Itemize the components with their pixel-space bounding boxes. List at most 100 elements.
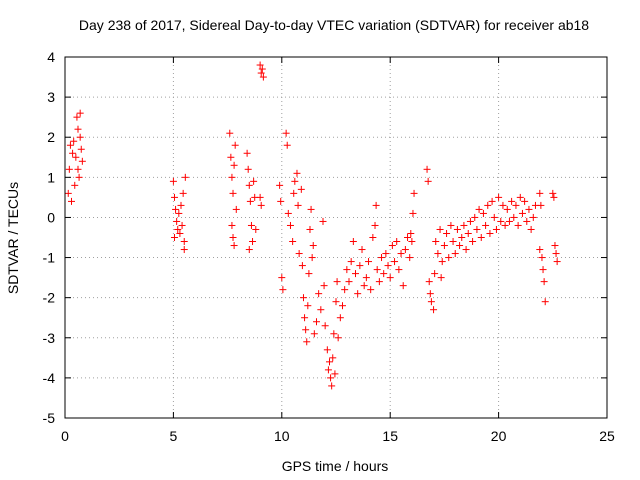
grid <box>65 57 607 418</box>
data-point <box>356 262 364 270</box>
data-point <box>307 205 315 213</box>
data-point <box>77 145 85 153</box>
data-point <box>541 298 549 306</box>
data-point <box>527 225 535 233</box>
data-point <box>246 197 254 205</box>
data-point <box>230 161 238 169</box>
data-point <box>536 189 544 197</box>
data-point <box>64 189 72 197</box>
data-point <box>278 274 286 282</box>
data-point <box>404 234 412 241</box>
data-point <box>279 286 287 294</box>
data-point <box>180 238 188 246</box>
data-point <box>303 338 311 346</box>
data-point <box>65 165 73 173</box>
data-point <box>304 302 312 310</box>
y-tick-label: 0 <box>47 209 55 225</box>
data-point <box>291 177 299 185</box>
data-point <box>325 358 333 366</box>
data-point <box>367 286 375 294</box>
data-point <box>229 234 237 241</box>
data-point <box>382 250 390 258</box>
data-point <box>282 129 290 137</box>
data-point <box>178 221 186 229</box>
data-point <box>177 201 185 209</box>
data-point <box>438 258 446 266</box>
data-point <box>312 318 320 326</box>
data-point <box>408 238 416 246</box>
data-point <box>247 221 255 229</box>
y-tick-label: -3 <box>43 330 56 346</box>
data-point <box>309 242 317 250</box>
data-point <box>386 274 394 282</box>
data-point <box>257 201 265 209</box>
data-point <box>302 326 310 334</box>
data-point <box>332 298 340 306</box>
data-point <box>550 193 558 201</box>
data-point <box>384 262 392 270</box>
data-point <box>469 238 477 246</box>
data-point <box>294 201 302 209</box>
x-tick-label: 25 <box>599 428 615 444</box>
data-point <box>401 246 409 254</box>
data-point <box>453 225 461 233</box>
data-point <box>249 238 257 246</box>
data-point <box>180 246 188 254</box>
data-point <box>431 270 439 278</box>
data-point <box>321 322 329 330</box>
data-point <box>290 189 298 197</box>
data-point <box>447 221 455 229</box>
y-tick-label: 2 <box>47 129 55 145</box>
data-point <box>284 209 292 217</box>
data-point <box>227 153 235 161</box>
data-point <box>365 258 373 266</box>
y-axis-label: SDTVAR / TECUs <box>5 182 21 294</box>
data-point <box>486 229 494 237</box>
data-point <box>471 213 479 221</box>
data-point <box>477 234 485 241</box>
data-point <box>297 185 305 193</box>
data-point <box>432 238 440 246</box>
y-tick-label: -4 <box>43 370 56 386</box>
data-point <box>75 173 83 181</box>
data-point <box>505 217 513 225</box>
y-tick-label: 4 <box>47 49 55 65</box>
data-point <box>330 330 338 338</box>
data-point <box>437 274 445 282</box>
data-point <box>464 229 472 237</box>
chart-title: Day 238 of 2017, Sidereal Day-to-day VTE… <box>79 17 589 33</box>
data-point <box>283 141 291 149</box>
data-point <box>529 213 537 221</box>
y-tick-label: -5 <box>43 410 56 426</box>
data-point <box>277 197 285 205</box>
y-tick-label: 1 <box>47 169 55 185</box>
data-point <box>78 157 86 165</box>
data-point <box>331 370 339 378</box>
data-point <box>329 354 337 362</box>
x-tick-label: 15 <box>382 428 398 444</box>
data-point <box>286 221 294 229</box>
data-point <box>256 61 264 69</box>
data-point <box>298 262 306 270</box>
data-point <box>308 254 316 262</box>
data-point <box>523 217 531 225</box>
data-point <box>360 282 368 290</box>
data-point <box>407 229 415 237</box>
data-point <box>170 193 178 201</box>
data-point <box>538 254 546 262</box>
data-point <box>259 73 267 81</box>
data-point <box>243 149 251 157</box>
data-point <box>372 201 380 209</box>
data-point <box>488 197 496 205</box>
data-point <box>484 201 492 209</box>
data-point <box>497 217 505 225</box>
data-point <box>306 225 314 233</box>
data-point <box>327 374 335 382</box>
data-point <box>250 177 258 185</box>
data-point <box>343 266 351 274</box>
x-tick-label: 10 <box>274 428 290 444</box>
data-point <box>170 234 178 241</box>
data-point <box>508 197 516 205</box>
data-point <box>443 229 451 237</box>
data-point <box>501 221 509 229</box>
